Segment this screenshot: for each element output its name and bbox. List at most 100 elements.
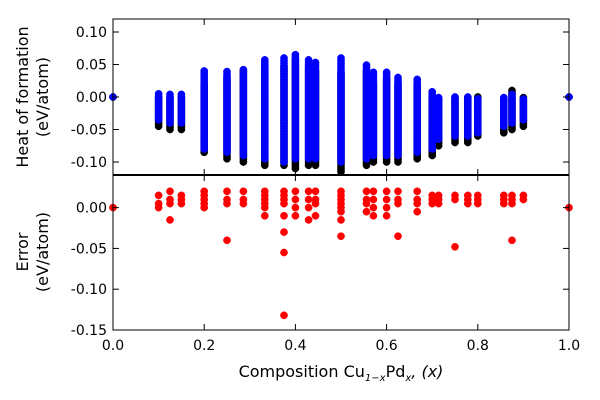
error-y-label-unit: (eV/atom) [33, 212, 52, 292]
error-point [280, 211, 288, 220]
x-tick-label: 0.4 [284, 338, 306, 354]
error-point [473, 199, 482, 208]
error-point [337, 232, 345, 241]
x-tick-label: 0.2 [193, 338, 215, 354]
heat-y-tick-label: -0.10 [71, 155, 107, 171]
heat-point [200, 67, 209, 75]
heat-point [280, 54, 288, 62]
heat-y-tick-label: 0.10 [76, 25, 107, 41]
error-y-tick-label: 0.00 [76, 201, 107, 217]
error-point [166, 187, 174, 196]
error-point [394, 187, 402, 196]
error-point [428, 199, 437, 208]
error-point [311, 187, 320, 196]
error-panel: 0.00 -0.05 -0.10 -0.15 0.0 0.2 0.4 0.6 0.8 1.0 E… [13, 19, 580, 384]
heat-point [499, 93, 508, 102]
error-point [463, 199, 472, 208]
error-point [260, 211, 269, 220]
error-point [508, 199, 516, 208]
heat-point [304, 56, 313, 64]
error-y-tick-label: -0.05 [71, 241, 107, 257]
error-point [280, 248, 288, 257]
x-axis-label-mid: Pd [386, 362, 406, 381]
error-point [394, 232, 402, 241]
heat-point [394, 73, 402, 82]
error-point [337, 207, 345, 216]
heat-point [154, 89, 163, 98]
heat-point [369, 68, 378, 77]
error-points [109, 187, 573, 320]
error-point [291, 211, 300, 220]
error-point [519, 195, 528, 204]
x-axis-label-main: Composition Cu [239, 362, 365, 381]
error-point [369, 195, 378, 204]
heat-y-tick-label: 0.05 [76, 58, 107, 74]
heat-of-formation-y-ticks: 0.10 0.05 0.00 -0.05 -0.10 [71, 25, 569, 171]
error-point [311, 199, 320, 208]
heat-point [177, 90, 186, 99]
error-point [394, 199, 402, 208]
error-point [291, 203, 300, 212]
error-point [239, 187, 248, 196]
heat-of-formation-panel: 0.10 0.05 0.00 -0.05 -0.10 Heat of formation… [13, 18, 573, 176]
x-tick-label: 0.8 [467, 338, 489, 354]
error-point [223, 187, 231, 196]
heat-point [223, 67, 231, 76]
error-point [223, 236, 231, 245]
heat-point [413, 75, 422, 84]
error-point [337, 216, 345, 224]
heat-of-formation-y-label-unit: (eV/atom) [33, 57, 52, 137]
error-y-label-line-1: Error [13, 232, 32, 271]
error-y-ticks: 0.00 -0.05 -0.10 -0.15 [71, 201, 569, 339]
error-point [451, 195, 459, 204]
error-y-label-line-2: (eV/atom) [33, 212, 52, 292]
heat-point [291, 50, 300, 59]
error-point [311, 211, 320, 220]
error-point [499, 199, 508, 208]
x-tick-label: 1.0 [558, 338, 580, 354]
heat-y-tick-label: 0.00 [76, 90, 107, 106]
error-point [382, 187, 391, 196]
error-point [382, 211, 391, 220]
error-y-tick-label: -0.10 [71, 282, 107, 298]
error-point [304, 195, 313, 204]
error-point [280, 228, 288, 236]
error-point [239, 199, 248, 208]
error-point [369, 187, 378, 196]
heat-point [519, 95, 528, 103]
error-point [304, 187, 313, 196]
x-tick-label: 0.0 [102, 338, 124, 354]
heat-point [239, 65, 248, 74]
error-y-tick-label: -0.15 [71, 323, 107, 339]
error-point [362, 207, 371, 216]
error-point [413, 199, 422, 208]
error-point [382, 195, 391, 204]
x-axis-label-sub-1: 1−x [365, 373, 386, 384]
x-axis-label: Composition Cu1−xPdx, (x) [239, 362, 444, 384]
error-point [291, 187, 300, 196]
heat-point [311, 58, 320, 67]
heat-of-formation-y-label-line-2: (eV/atom) [33, 57, 52, 137]
error-x-ticks: 0.0 0.2 0.4 0.6 0.8 1.0 [102, 19, 580, 354]
error-point [291, 195, 300, 204]
error-point [177, 199, 186, 208]
heat-point [382, 68, 391, 77]
heat-y-tick-label: -0.05 [71, 123, 107, 139]
error-point [304, 216, 313, 224]
error-point [223, 199, 231, 208]
heat-of-formation-y-label: Heat of formation [13, 26, 32, 167]
error-point [362, 199, 371, 208]
heat-of-formation-points [109, 50, 573, 176]
heat-of-formation-y-label-line-1: Heat of formation [13, 26, 32, 167]
heat-point [434, 93, 443, 102]
error-point [434, 199, 443, 208]
heat-point [508, 90, 516, 99]
error-point [154, 191, 163, 200]
error-point [451, 242, 459, 251]
error-point [200, 203, 209, 212]
heat-point [451, 93, 459, 101]
error-point [382, 203, 391, 212]
error-point [280, 311, 288, 320]
heat-point [473, 95, 482, 103]
